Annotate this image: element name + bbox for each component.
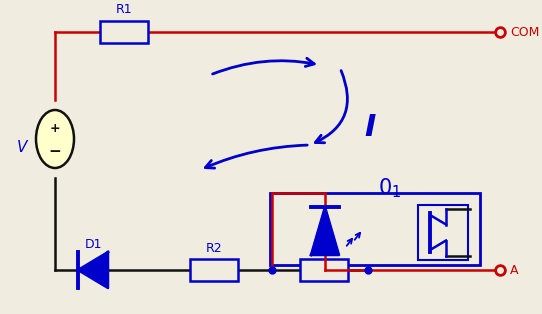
Text: COM: COM bbox=[510, 25, 539, 39]
Bar bbox=[190, 259, 238, 281]
Text: A: A bbox=[510, 263, 519, 277]
Text: +: + bbox=[50, 122, 60, 134]
Polygon shape bbox=[78, 252, 108, 288]
Text: −: − bbox=[49, 143, 61, 159]
Text: $\mathit{0}_1$: $\mathit{0}_1$ bbox=[378, 176, 402, 200]
Bar bbox=[418, 205, 468, 260]
Bar bbox=[300, 259, 348, 281]
Text: D1: D1 bbox=[84, 239, 102, 252]
Text: R3: R3 bbox=[315, 242, 332, 255]
Bar bbox=[270, 193, 480, 265]
Text: R2: R2 bbox=[205, 242, 222, 255]
Ellipse shape bbox=[36, 110, 74, 168]
Text: V: V bbox=[17, 140, 27, 155]
Polygon shape bbox=[311, 207, 339, 255]
Text: R1: R1 bbox=[115, 3, 132, 16]
Text: I: I bbox=[364, 113, 376, 143]
Bar bbox=[100, 21, 148, 43]
